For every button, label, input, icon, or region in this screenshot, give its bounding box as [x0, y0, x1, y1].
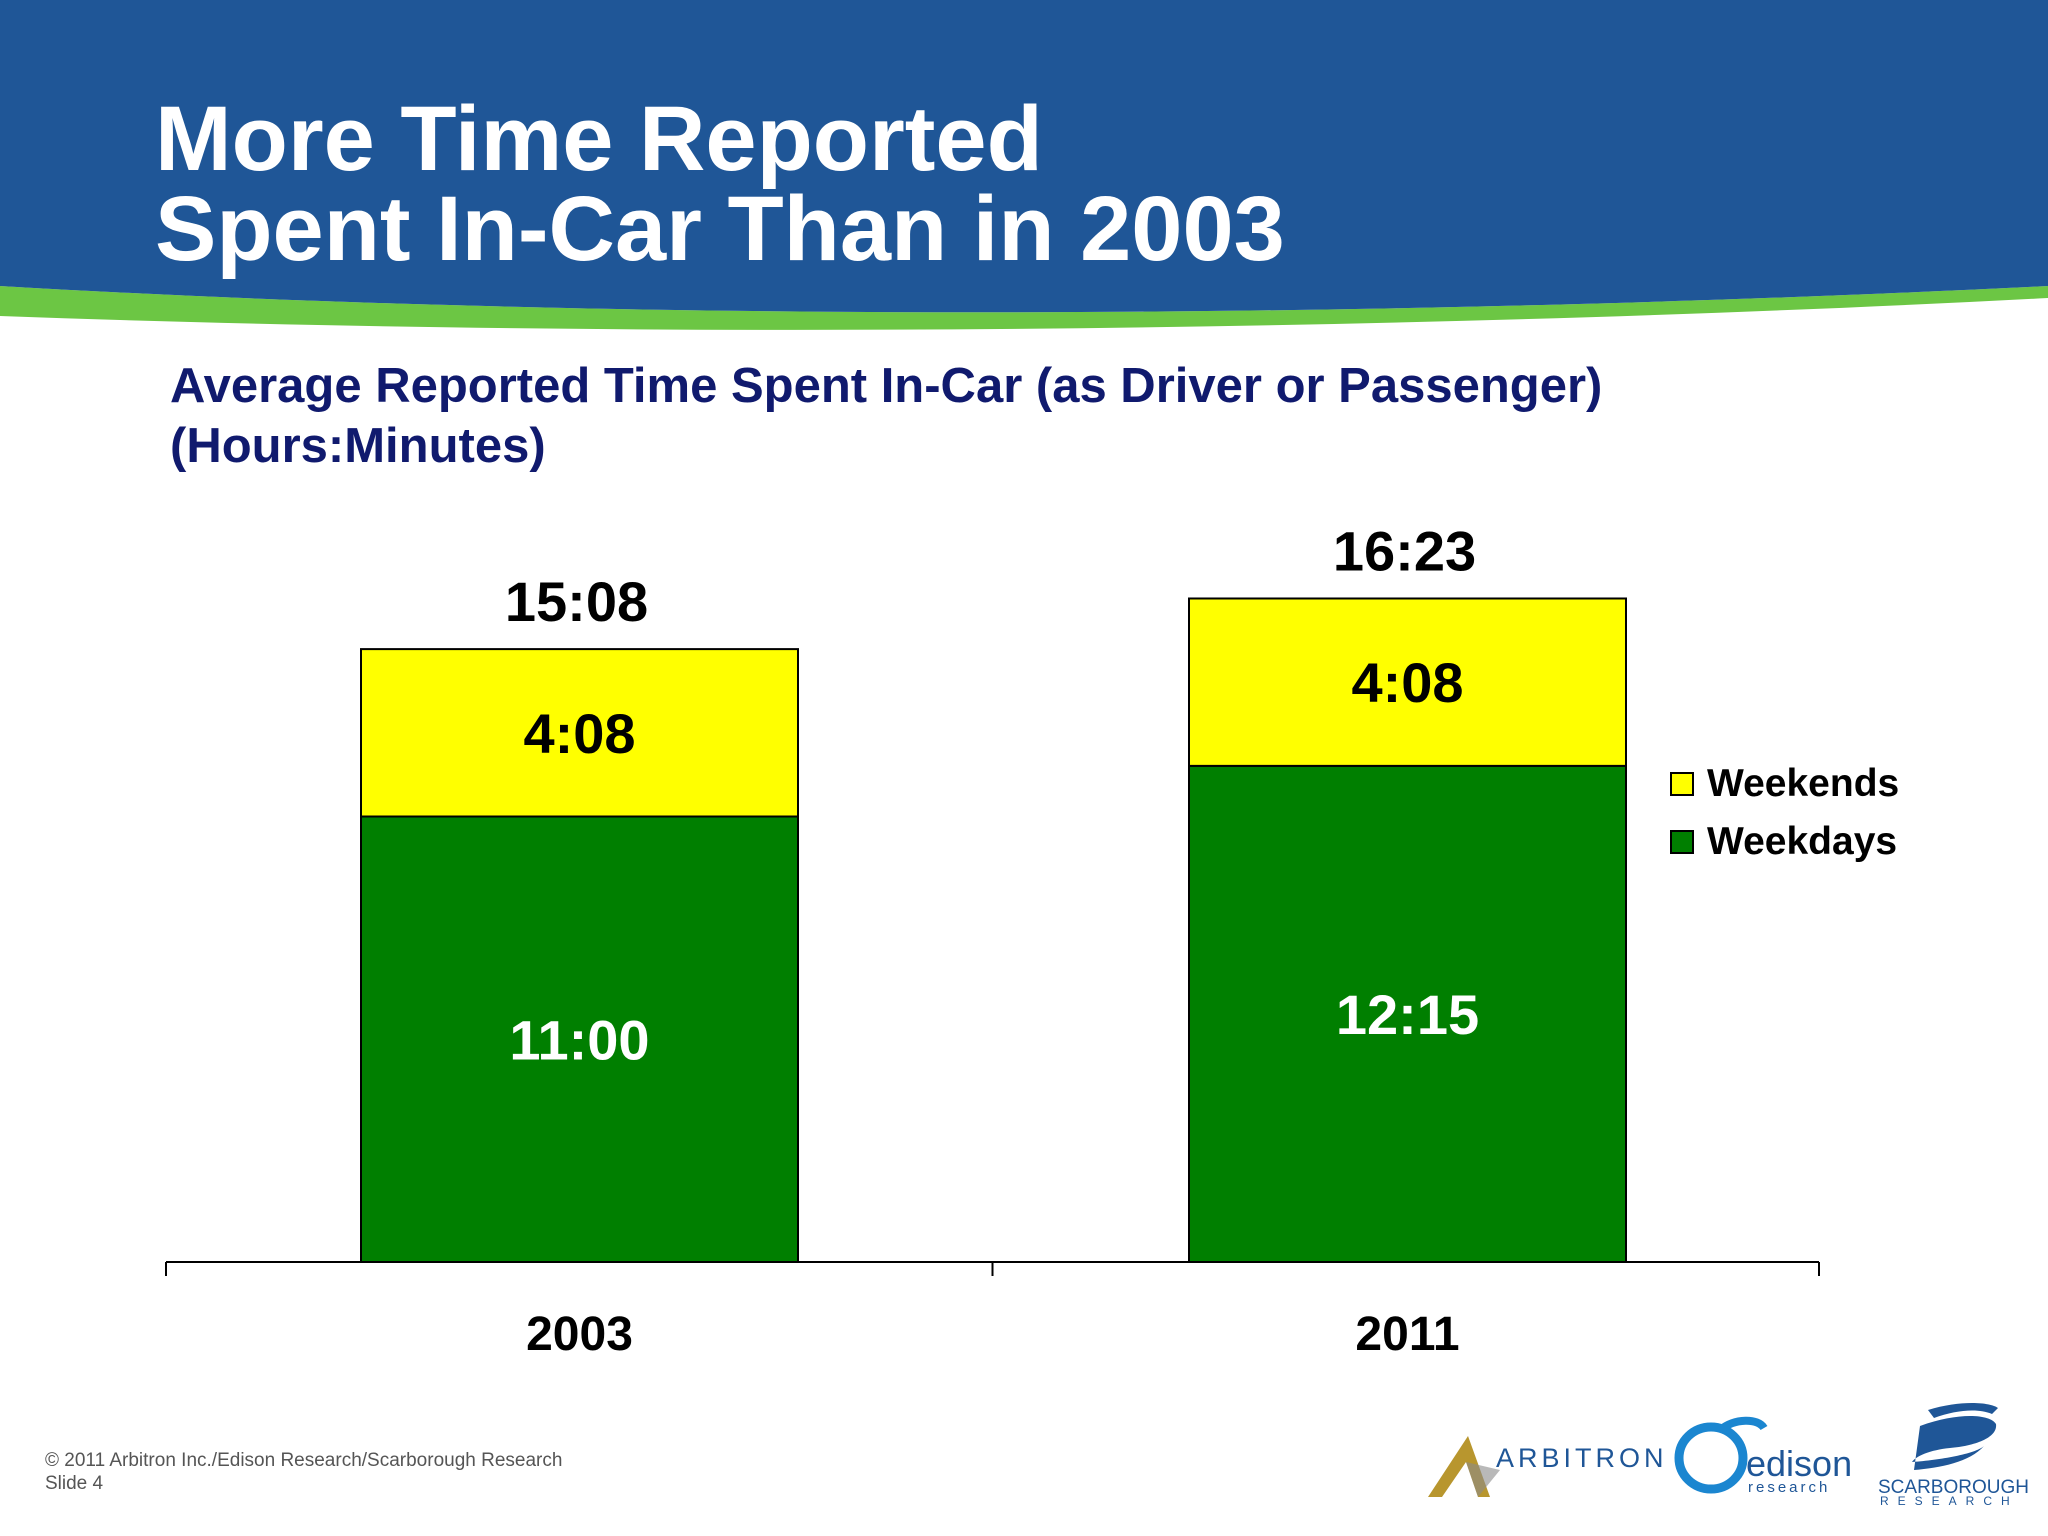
data-label-weekdays-2003: 11:00 — [509, 1008, 649, 1071]
chart-title-line-1: Average Reported Time Spent In-Car (as D… — [170, 359, 1603, 413]
copyright-text: © 2011 Arbitron Inc./Edison Research/Sca… — [45, 1450, 563, 1471]
x-axis — [165, 1261, 1820, 1276]
slide-number: Slide 4 — [45, 1473, 104, 1494]
data-label-weekends-2011: 4:08 — [1351, 651, 1463, 714]
total-label-2003: 15:08 — [505, 570, 648, 633]
bar-weekends-2003 — [360, 648, 799, 818]
legend-swatch-weekends — [1670, 772, 1694, 796]
bar-weekdays-2003 — [360, 815, 799, 1263]
legend-label-weekends: Weekends — [1707, 762, 1899, 805]
header-band — [0, 0, 2048, 330]
data-labels-layer: 11:00 4:08 15:08 2003 12:15 4:08 16:23 2011 — [505, 519, 1479, 1361]
header-accent-green — [0, 286, 2048, 330]
slide-title-line-2: Spent In-Car Than in 2003 — [155, 178, 1285, 280]
bars-layer — [360, 597, 1627, 1263]
legend: Weekends Weekdays — [1670, 762, 1899, 863]
total-label-2011: 16:23 — [1333, 519, 1476, 582]
x-tick-label-2011: 2011 — [1355, 1308, 1459, 1361]
data-label-weekdays-2011: 12:15 — [1336, 983, 1479, 1046]
bar-weekdays-2011 — [1188, 764, 1627, 1263]
slide-title-line-1: More Time Reported — [155, 88, 1043, 190]
chart-title-line-2: (Hours:Minutes) — [170, 419, 546, 473]
legend-swatch-weekdays — [1670, 830, 1694, 854]
legend-label-weekdays: Weekdays — [1707, 820, 1897, 863]
x-tick-label-2003: 2003 — [526, 1308, 633, 1361]
bar-weekends-2011 — [1188, 597, 1627, 767]
data-label-weekends-2003: 4:08 — [523, 702, 635, 765]
header-blue-background — [0, 0, 2048, 313]
